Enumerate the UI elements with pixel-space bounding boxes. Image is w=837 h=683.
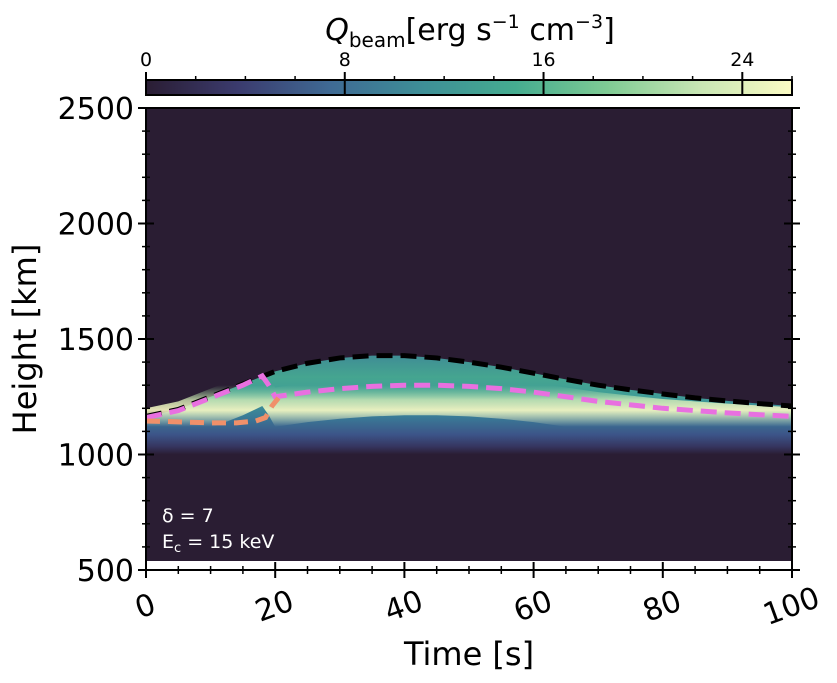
y-axis-label: Height [km]	[6, 244, 44, 435]
y-tick-label: 2000	[58, 208, 134, 243]
bottom-blank-strip	[146, 561, 792, 570]
x-tick-label: 0	[131, 587, 161, 626]
y-tick-label: 1000	[58, 439, 134, 474]
annotation-delta: δ = 7	[162, 505, 214, 527]
heat-glow-band	[146, 366, 792, 448]
colorbar-tick-label: 16	[531, 49, 555, 71]
colorbar-tick-label: 8	[339, 49, 351, 71]
annotation-cutoff-energy: Ec = 15 keV	[162, 531, 274, 556]
y-tick-label: 2500	[58, 92, 134, 127]
y-tick-label: 1500	[58, 323, 134, 358]
x-tick-label: 40	[380, 584, 428, 630]
x-tick-label: 100	[759, 580, 825, 632]
plot-area: δ = 7 Ec = 15 keV 0 20 40 60 80 100 500 1000 150…	[58, 92, 825, 633]
annotations: δ = 7 Ec = 15 keV	[162, 505, 274, 556]
colorbar-ticks: 0 8 16 24	[140, 49, 793, 95]
plot-background	[146, 108, 792, 570]
colorbar: Qbeam[erg s−1 cm−3] 0 8 16 24	[140, 11, 793, 96]
x-tick-label: 60	[509, 584, 557, 630]
series-line-orange-dashed	[146, 396, 281, 426]
colorbar-tick-label: 0	[140, 49, 152, 71]
colorbar-label: Qbeam[erg s−1 cm−3]	[325, 11, 615, 52]
x-tick-label: 20	[251, 584, 299, 630]
colorbar-tick-label: 24	[730, 49, 754, 71]
y-tick-label: 500	[77, 554, 134, 589]
x-tick-label: 80	[638, 584, 686, 630]
colorbar-bar	[145, 79, 793, 96]
x-axis-label: Time [s]	[403, 635, 534, 673]
series-layer	[146, 353, 792, 426]
